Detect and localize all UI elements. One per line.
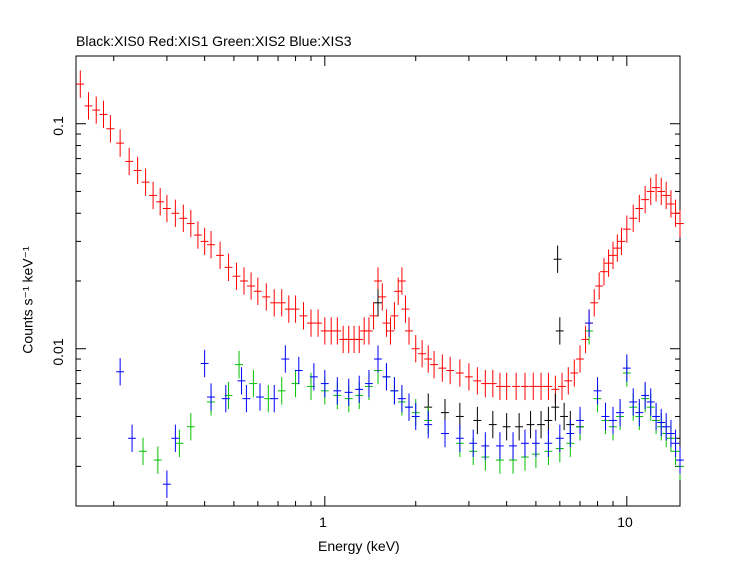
series-xis0 <box>374 245 584 441</box>
chart-title: Black:XIS0 Red:XIS1 Green:XIS2 Blue:XIS3 <box>76 33 352 49</box>
x-tick-label: 1 <box>319 514 327 530</box>
x-axis-label: Energy (keV) <box>318 538 400 554</box>
x-tick-label: 10 <box>617 514 633 530</box>
series-layer <box>76 70 684 498</box>
series-xis1 <box>76 70 684 403</box>
series-xis2 <box>139 317 684 481</box>
axis-ticks <box>76 55 680 507</box>
series-xis3 <box>116 309 684 498</box>
